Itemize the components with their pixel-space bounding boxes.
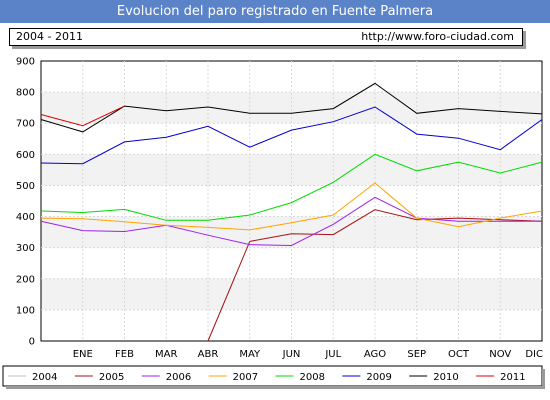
legend-shadow-side: [542, 369, 545, 389]
x-tick-label: NOV: [489, 349, 511, 360]
series-line-2007: [40, 182, 543, 231]
x-tick-label: DIC: [525, 349, 543, 360]
series-line-2006: [40, 196, 542, 247]
legend-label-2011: 2011: [500, 372, 525, 383]
series-line-2009: [40, 106, 543, 165]
series-line-2005: [207, 209, 543, 342]
y-tick-label: 300: [16, 243, 35, 254]
x-tick-label: JUN: [282, 349, 301, 360]
y-tick-label: 600: [16, 150, 35, 161]
legend-label-2009: 2009: [366, 372, 391, 383]
y-tick-label: 200: [16, 274, 35, 285]
legend-label-2004: 2004: [32, 372, 57, 383]
y-tick-label: 100: [16, 305, 35, 316]
chart-title: Evolucion del paro registrado en Fuente …: [0, 0, 550, 23]
x-tick-label: FEB: [115, 349, 134, 360]
subheader-box: 2004 - 2011 http://www.foro-ciudad.com: [9, 28, 523, 46]
y-tick-label: 400: [16, 212, 35, 223]
y-tick-label: 700: [16, 119, 35, 130]
x-tick-label: MAR: [155, 349, 177, 360]
y-tick-label: 0: [29, 337, 35, 348]
legend-label-2006: 2006: [166, 372, 191, 383]
legend-label-2010: 2010: [433, 372, 458, 383]
x-tick-label: ABR: [198, 349, 219, 360]
y-tick-label: 900: [16, 57, 35, 68]
series-line-2008: [40, 153, 543, 221]
x-tick-label: JUL: [324, 349, 341, 360]
x-tick-label: ENE: [73, 349, 93, 360]
x-tick-label: AGO: [364, 349, 386, 360]
y-tick-label: 500: [16, 181, 35, 192]
legend-shadow: [6, 386, 545, 389]
legend-label-2008: 2008: [300, 372, 325, 383]
y-tick-label: 800: [16, 88, 35, 99]
series-line-2011: [40, 105, 125, 127]
x-tick-label: OCT: [448, 349, 470, 360]
legend-label-2007: 2007: [233, 372, 258, 383]
x-tick-label: MAY: [239, 349, 261, 360]
site-url: http://www.foro-ciudad.com: [361, 30, 514, 43]
period-label: 2004 - 2011: [16, 30, 83, 43]
legend-label-2005: 2005: [99, 372, 124, 383]
x-tick-label: SEP: [407, 349, 426, 360]
